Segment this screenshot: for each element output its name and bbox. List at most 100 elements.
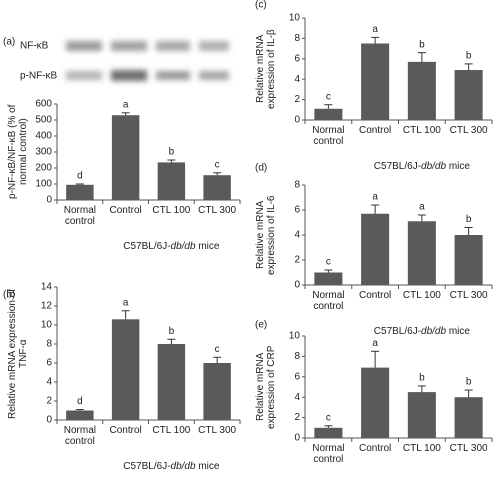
blot-band	[156, 71, 190, 80]
error-bar	[75, 183, 84, 185]
bar	[203, 363, 231, 420]
y-tick-label: 10	[289, 13, 301, 24]
bar	[407, 392, 436, 438]
x-tick-label: Normal control	[312, 125, 345, 147]
error-bar	[121, 310, 130, 320]
bar	[203, 175, 231, 200]
significance-letter: a	[419, 202, 425, 213]
bar	[157, 162, 186, 200]
bar	[454, 235, 483, 285]
x-tick-label-box: Normal control	[63, 205, 96, 227]
y-tick-label: 12	[41, 301, 53, 312]
error-bar	[417, 214, 426, 222]
y-tick-label: 2	[294, 255, 300, 266]
y-tick-label: 10	[289, 331, 301, 342]
x-tick-label: Normal control	[312, 290, 345, 312]
significance-letter: d	[77, 396, 83, 407]
y-tick-label: 400	[35, 131, 52, 142]
significance-letter: b	[419, 39, 425, 50]
error-bar	[371, 204, 380, 214]
y-tick-label: 10	[41, 320, 53, 331]
x-tick-label-box: Normal control	[312, 290, 345, 312]
x-tick-label-box: CTL 100	[403, 125, 441, 136]
y-tick-label: 6	[46, 358, 52, 369]
y-tick-label: 4	[294, 392, 300, 403]
error-bar	[324, 104, 333, 109]
x-tick-label: CTL 300	[449, 443, 488, 454]
x-tick-label: CTL 300	[449, 290, 488, 301]
y-axis-label-box: Relative mRNA expression of IL-6	[255, 195, 277, 275]
bar	[66, 410, 94, 420]
error-bar	[371, 36, 380, 44]
x-tick-label-box: CTL 300	[198, 425, 236, 436]
significance-letter: d	[77, 171, 83, 182]
bar	[454, 397, 483, 438]
western-blot	[66, 41, 229, 81]
panel-label: (a)	[3, 37, 15, 48]
y-tick-label: 8	[294, 180, 300, 191]
bar	[361, 367, 390, 438]
x-tick-label-box: CTL 300	[449, 290, 488, 301]
group-label-part: db/db	[421, 161, 446, 172]
significance-letter: b	[169, 147, 175, 158]
x-tick-label: CTL 300	[449, 125, 488, 136]
y-tick-label: 0	[294, 115, 300, 126]
significance-letter: b	[169, 326, 175, 337]
group-label-part: mice	[446, 326, 470, 337]
significance-letter: b	[419, 373, 425, 384]
blot-band	[156, 41, 190, 51]
y-tick-label: 200	[35, 163, 52, 174]
significance-letter: c	[215, 344, 220, 355]
y-axis-label-box: Relative mRNA expression of TNF-α	[7, 288, 29, 418]
y-axis-label: Relative mRNA expression of IL-6	[255, 195, 277, 275]
y-axis-label-box: Relative mRNA expression of IL-β	[255, 29, 277, 109]
group-label-part: db/db	[421, 326, 446, 337]
blot-band	[111, 70, 147, 81]
blot-label: p-NF-κB	[20, 71, 58, 82]
y-tick-label: 0	[294, 433, 300, 444]
error-bar	[324, 425, 333, 428]
bar	[66, 184, 94, 200]
group-label-part: mice	[196, 241, 220, 252]
y-tick-label: 2	[294, 412, 300, 423]
y-tick-label: 300	[35, 147, 52, 158]
group-label: C57BL/6J-db/db mice	[374, 161, 471, 172]
group-label-part: db/db	[171, 241, 196, 252]
blot-label: NF-κB	[20, 41, 49, 52]
x-tick-label: CTL 100	[402, 443, 441, 454]
y-axis-label: p-NF-κB/NF-κB (% of normal control)	[7, 104, 29, 200]
group-label-part: C57BL/6J-	[123, 241, 170, 252]
x-tick-label: Normal control	[63, 205, 96, 227]
significance-letter: c	[326, 257, 331, 268]
x-tick-label-box: Control	[109, 425, 142, 436]
significance-letter: c	[326, 91, 331, 102]
x-tick-label: Normal control	[63, 425, 96, 447]
blot-band	[199, 71, 229, 80]
y-tick-label: 6	[294, 53, 300, 64]
y-tick-label: 4	[294, 74, 300, 85]
group-label-part: mice	[196, 461, 220, 472]
x-tick-label-box: CTL 300	[449, 125, 488, 136]
error-bar	[121, 112, 130, 116]
bar	[314, 272, 343, 285]
blot-band	[66, 41, 102, 51]
bar	[454, 70, 483, 120]
x-tick-label-box: Control	[359, 290, 391, 301]
y-tick-label: 500	[35, 115, 52, 126]
error-bar	[167, 159, 176, 163]
x-tick-label: Control	[109, 425, 142, 436]
y-tick-label: 0	[46, 415, 52, 426]
x-tick-label-box: CTL 300	[198, 205, 236, 216]
x-tick-label-box: Normal control	[63, 425, 96, 447]
y-tick-label: 4	[294, 230, 300, 241]
significance-letter: a	[123, 99, 129, 110]
group-label-part: C57BL/6J-	[123, 461, 170, 472]
y-tick-label: 2	[294, 94, 300, 105]
x-tick-label: CTL 100	[152, 205, 191, 216]
bar	[314, 427, 343, 438]
significance-letter: a	[372, 192, 378, 203]
significance-letter: a	[123, 297, 129, 308]
x-tick-label: CTL 100	[402, 290, 441, 301]
y-tick-label: 100	[35, 179, 52, 190]
